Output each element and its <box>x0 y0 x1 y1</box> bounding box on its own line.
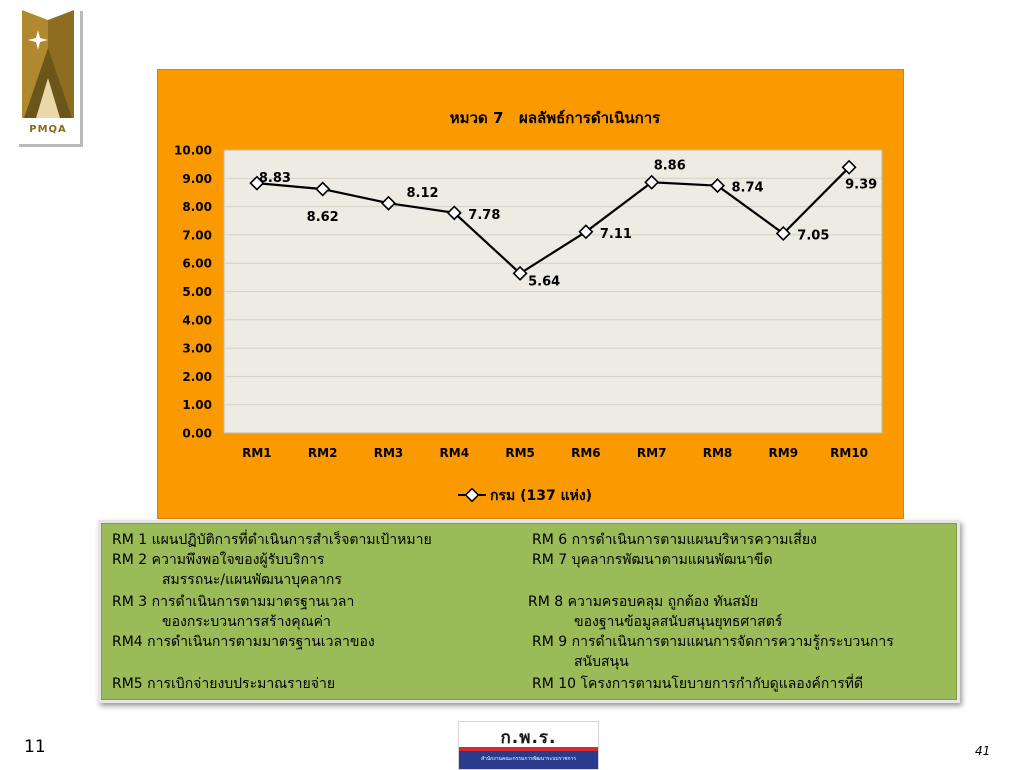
x-tick-label: RM3 <box>374 446 404 460</box>
data-point <box>775 225 791 241</box>
legend-marker-icon <box>464 487 480 503</box>
data-point <box>381 195 396 211</box>
rm-left-line: RM 3 การดำเนินการตามมาตรฐานเวลา <box>112 594 355 610</box>
pmqa-logo-text: PMQA <box>29 124 67 135</box>
y-tick-label: 3.00 <box>182 342 212 356</box>
opdc-logo-subtitle: สำนักงานคณะกรรมการพัฒนาระบบราชการ <box>480 756 577 762</box>
x-tick-label: RM10 <box>830 446 868 460</box>
rm-right-line: RM 8 ความครอบคลุม ถูกต้อง ทันสมัย <box>528 594 759 610</box>
y-tick-label: 0.00 <box>182 427 212 441</box>
page-number: 41 <box>975 744 991 758</box>
y-tick-label: 9.00 <box>182 172 212 186</box>
pmqa-logo: PMQA <box>16 8 80 144</box>
y-tick-label: 4.00 <box>182 313 212 327</box>
y-axis-ticks: 0.00 1.00 2.00 3.00 4.00 5.00 6.00 7.00 8.00 9.00… <box>174 144 212 441</box>
x-tick-label: RM9 <box>769 446 799 460</box>
data-point <box>710 178 725 194</box>
chart-title: หมวด 7 ผลลัพธ์การดำเนินการ <box>450 109 661 127</box>
x-tick-label: RM1 <box>242 446 272 460</box>
x-tick-label: RM8 <box>703 446 733 460</box>
data-point <box>512 265 528 281</box>
data-label: 8.62 <box>307 210 339 225</box>
chart-legend: กรม (137 แห่ง) <box>458 487 592 504</box>
rm-left-line: RM4 การดำเนินการตามมาตรฐานเวลาของ <box>112 634 375 650</box>
rm-description-panel: RM 1 แผนปฏิบัติการที่ดำเนินการสำเร็จตามเ… <box>101 523 957 700</box>
y-tick-label: 2.00 <box>182 370 212 384</box>
y-tick-label: 6.00 <box>182 257 212 271</box>
rm-right-line: RM 10 โครงการตามนโยบายการกำกับดูแลองค์กา… <box>532 676 864 692</box>
data-label: 8.83 <box>259 171 291 186</box>
data-labels: 8.83 8.62 8.12 7.78 5.64 7.11 8.86 8.74 7.05 9.39 <box>259 158 877 289</box>
y-tick-label: 7.00 <box>182 228 212 242</box>
data-point <box>446 205 462 221</box>
series-markers <box>249 159 857 281</box>
x-axis-ticks: RM1 RM2 RM3 RM4 RM5 RM6 RM7 RM8 RM9 RM10 <box>242 446 868 460</box>
x-tick-label: RM5 <box>505 446 535 460</box>
opdc-logo-red-bar <box>459 747 598 751</box>
slide-number: 11 <box>24 737 46 757</box>
rm-right-line: RM 6 การดำเนินการตามแผนบริหารความเสี่ยง <box>532 532 817 548</box>
data-label: 7.05 <box>797 228 829 243</box>
rm-left-line: RM 1 แผนปฏิบัติการที่ดำเนินการสำเร็จตามเ… <box>112 532 432 548</box>
grid-lines <box>224 177 882 406</box>
y-tick-label: 10.00 <box>174 144 212 158</box>
pmqa-emblem-icon <box>22 10 74 118</box>
rm-right-line: ของฐานข้อมูลสนับสนุนยุทธศาสตร์ <box>574 614 783 630</box>
data-point <box>578 224 594 240</box>
data-point <box>841 159 857 175</box>
line-chart: หมวด 7 ผลลัพธ์การดำเนินการ 0.00 1.00 2.00 3… <box>174 109 883 504</box>
y-tick-label: 8.00 <box>182 200 212 214</box>
x-tick-label: RM7 <box>637 446 667 460</box>
rm-left-line: RM5 การเบิกจ่ายงบประมาณรายจ่าย <box>112 676 336 692</box>
opdc-logo-blue-band <box>459 751 598 769</box>
rm-left-line: RM 2 ความพึงพอใจของผู้รับบริการ <box>112 552 325 568</box>
opdc-logo-text: ก.พ.ร. <box>500 728 557 748</box>
x-tick-label: RM6 <box>571 446 601 460</box>
legend-entry: กรม (137 แห่ง) <box>490 488 592 504</box>
data-label: 7.11 <box>600 227 632 242</box>
data-label: 9.39 <box>845 177 877 192</box>
x-tick-label: RM4 <box>440 446 470 460</box>
data-point <box>644 174 660 190</box>
x-tick-label: RM2 <box>308 446 338 460</box>
y-tick-label: 1.00 <box>182 398 212 412</box>
data-point <box>249 175 265 191</box>
rm-left-line: สมรรถนะ/แผนพัฒนาบุคลากร <box>162 572 342 588</box>
y-tick-label: 5.00 <box>182 285 212 299</box>
chart-container: หมวด 7 ผลลัพธ์การดำเนินการ 0.00 1.00 2.00 3… <box>157 69 904 519</box>
data-point <box>315 181 331 197</box>
data-label: 8.74 <box>732 181 764 196</box>
data-label: 8.86 <box>654 158 686 173</box>
rm-right-line: สนับสนุน <box>574 654 629 670</box>
rm-right-line: RM 7 บุคลากรพัฒนาตามแผนพัฒนาขีด <box>532 552 773 568</box>
rm-right-line: RM 9 การดำเนินการตามแผนการจัดการความรู้ก… <box>532 634 894 650</box>
data-label: 5.64 <box>528 274 560 289</box>
data-label: 8.12 <box>407 186 439 201</box>
rm-left-line: ของกระบวนการสร้างคุณค่า <box>162 614 331 630</box>
data-label: 7.78 <box>468 208 500 223</box>
series-line <box>256 166 850 275</box>
opdc-logo: ก.พ.ร. สำนักงานคณะกรรมการพัฒนาระบบราชการ <box>458 721 599 770</box>
